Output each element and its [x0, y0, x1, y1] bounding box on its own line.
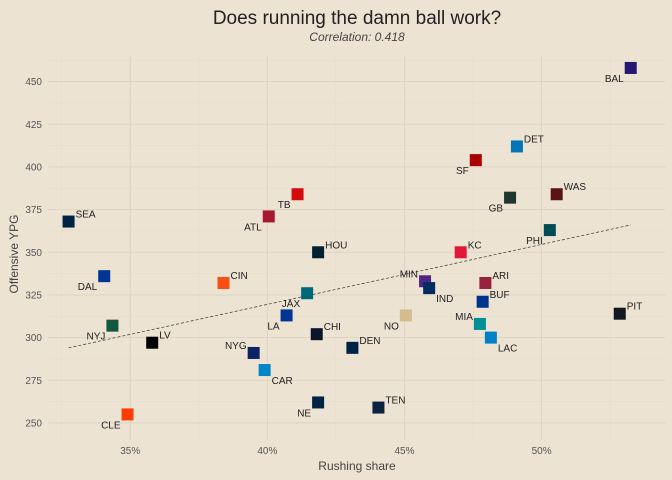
y-tick-label: 350	[25, 248, 42, 259]
point-label-mia: MIA	[455, 312, 473, 323]
point-bal	[624, 61, 637, 74]
point-label-jax: JAX	[282, 299, 301, 310]
point-label-lac: LAC	[498, 344, 517, 355]
point-label-ten: TEN	[385, 396, 405, 407]
point-label-den: DEN	[359, 336, 380, 347]
x-tick-label: 50%	[532, 446, 552, 457]
point-tb	[291, 188, 304, 201]
point-label-det: DET	[524, 134, 544, 145]
point-label-was: WAS	[564, 182, 587, 193]
point-lv	[146, 336, 159, 349]
point-label-tb: TB	[278, 200, 291, 211]
chart-title: Does running the damn ball work?	[213, 8, 501, 29]
y-tick-label: 300	[25, 333, 42, 344]
point-label-chi: CHI	[324, 322, 341, 333]
point-label-cle: CLE	[101, 420, 121, 431]
data-points: BAL DET SF WAS GB TB ATL SEA PHI HOU KC DAL CIN MIN AR…	[62, 61, 643, 431]
point-cle	[121, 408, 134, 421]
gridlines	[48, 56, 665, 440]
point-sea	[62, 215, 75, 228]
point-nyg	[247, 346, 260, 359]
point-kc	[454, 246, 467, 259]
point-ari	[479, 276, 492, 289]
y-axis-title: Offensive YPG	[7, 215, 21, 294]
y-tick-label: 425	[25, 120, 42, 131]
point-no	[399, 309, 412, 322]
point-label-bal: BAL	[605, 74, 624, 85]
point-ind	[423, 282, 436, 295]
y-tick-label: 250	[25, 418, 42, 429]
x-tick-label: 35%	[120, 446, 140, 457]
y-tick-label: 325	[25, 290, 42, 301]
point-cin	[217, 276, 230, 289]
point-chi	[310, 328, 323, 341]
trendline-group	[68, 224, 631, 349]
point-car	[258, 364, 271, 377]
point-label-pit: PIT	[627, 302, 643, 313]
point-ten	[372, 401, 385, 414]
chart-subtitle: Correlation: 0.418	[309, 30, 405, 44]
point-sf	[469, 154, 482, 167]
point-hou	[312, 246, 325, 259]
point-label-ne: NE	[297, 408, 311, 419]
point-label-atl: ATL	[244, 222, 262, 233]
point-label-sf: SF	[456, 166, 469, 177]
point-label-ind: IND	[436, 294, 453, 305]
point-label-buf: BUF	[490, 290, 510, 301]
y-tick-label: 275	[25, 376, 42, 387]
x-tick-label: 45%	[394, 446, 414, 457]
point-pit	[613, 307, 626, 320]
point-ne	[312, 396, 325, 409]
point-label-min: MIN	[400, 269, 418, 280]
point-label-car: CAR	[272, 376, 293, 387]
x-axis-title: Rushing share	[318, 459, 396, 473]
point-phi	[543, 224, 556, 237]
point-den	[346, 341, 359, 354]
point-atl	[262, 210, 275, 223]
point-label-no: NO	[384, 321, 399, 332]
point-label-phi: PHI	[526, 236, 543, 247]
point-nyj	[106, 319, 119, 332]
point-lac	[484, 331, 497, 344]
point-label-lv: LV	[159, 331, 171, 342]
y-tick-label: 375	[25, 205, 42, 216]
point-label-la: LA	[267, 321, 280, 332]
point-mia	[473, 317, 486, 330]
point-gb	[504, 191, 517, 204]
point-label-hou: HOU	[325, 240, 347, 251]
point-label-gb: GB	[489, 204, 504, 215]
trendline	[68, 224, 631, 349]
point-was	[550, 188, 563, 201]
point-label-ari: ARI	[492, 271, 509, 282]
point-label-dal: DAL	[78, 282, 98, 293]
point-buf	[476, 295, 489, 308]
point-det	[510, 140, 523, 153]
point-la	[280, 309, 293, 322]
axes: 35% 40% 45% 50% 250 275 300 325 350 375 400 425 450	[25, 77, 551, 457]
point-label-cin: CIN	[231, 271, 248, 282]
y-tick-label: 400	[25, 162, 42, 173]
point-label-sea: SEA	[76, 210, 96, 221]
y-tick-label: 450	[25, 77, 42, 88]
point-jax	[301, 287, 314, 300]
point-label-nyg: NYG	[225, 341, 247, 352]
point-label-nyj: NYJ	[87, 332, 106, 343]
x-tick-label: 40%	[257, 446, 277, 457]
point-label-kc: KC	[468, 240, 482, 251]
point-dal	[98, 270, 111, 283]
